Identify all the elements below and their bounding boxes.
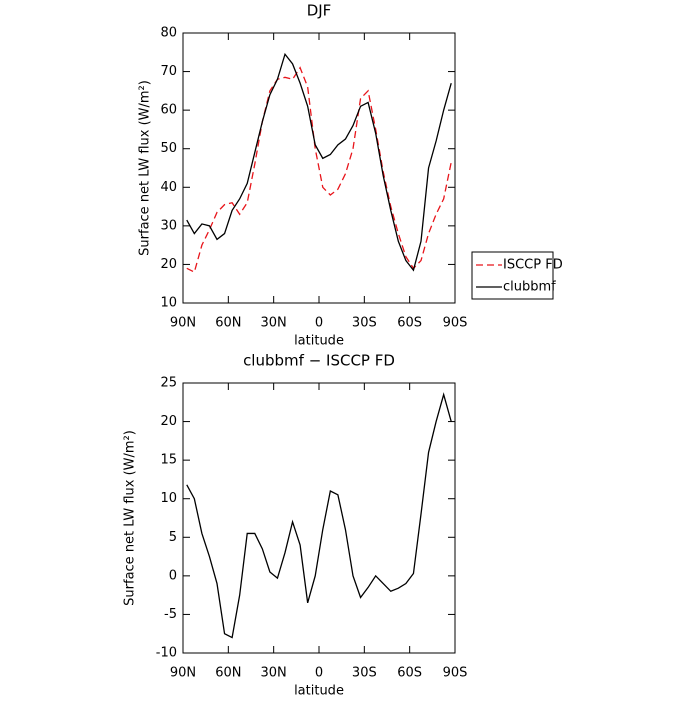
- x-tick-label: 90N: [170, 666, 196, 681]
- data-line: [186, 66, 452, 274]
- data-line: [186, 52, 452, 272]
- y-axis-label: Surface net LW flux (W/m²): [138, 80, 153, 256]
- x-tick-label: 30S: [352, 316, 377, 331]
- x-tick-label: 30S: [352, 666, 377, 681]
- y-axis-label: Surface net LW flux (W/m²): [123, 430, 138, 606]
- y-tick-label: 80: [160, 26, 177, 41]
- y-tick-label: 20: [160, 257, 177, 272]
- y-tick-label: 30: [160, 218, 177, 233]
- x-tick-label: 90N: [170, 316, 196, 331]
- x-axis-label: latitude: [294, 684, 344, 699]
- x-tick-label: 30N: [261, 666, 287, 681]
- y-tick-label: 20: [160, 414, 177, 429]
- y-tick-label: 40: [160, 180, 177, 195]
- y-tick-label: -10: [156, 646, 177, 661]
- chart-title: clubbmf − ISCCP FD: [243, 352, 395, 370]
- y-tick-label: 10: [160, 491, 177, 506]
- y-tick-label: 15: [160, 453, 177, 468]
- y-tick-label: 50: [160, 141, 177, 156]
- x-tick-label: 60N: [215, 316, 241, 331]
- y-tick-label: 0: [169, 568, 177, 583]
- x-axis-label: latitude: [294, 334, 344, 349]
- x-tick-label: 90S: [443, 666, 468, 681]
- x-tick-label: 90S: [443, 316, 468, 331]
- plot-frame: [182, 382, 456, 654]
- x-tick-label: 60S: [397, 666, 422, 681]
- x-tick-label: 60S: [397, 316, 422, 331]
- y-tick-label: 60: [160, 103, 177, 118]
- y-tick-label: 70: [160, 64, 177, 79]
- y-tick-label: 25: [160, 376, 177, 391]
- x-tick-label: 0: [315, 316, 323, 331]
- legend-label: ISCCP FD: [503, 258, 563, 273]
- data-line: [186, 392, 452, 639]
- x-tick-label: 0: [315, 666, 323, 681]
- legend-box: [471, 251, 554, 300]
- y-tick-label: 10: [160, 296, 177, 311]
- y-tick-label: -5: [164, 607, 177, 622]
- legend-label: clubbmf: [503, 280, 556, 295]
- x-tick-label: 30N: [261, 316, 287, 331]
- y-tick-label: 5: [169, 530, 177, 545]
- x-tick-label: 60N: [215, 666, 241, 681]
- chart-title: DJF: [307, 2, 332, 20]
